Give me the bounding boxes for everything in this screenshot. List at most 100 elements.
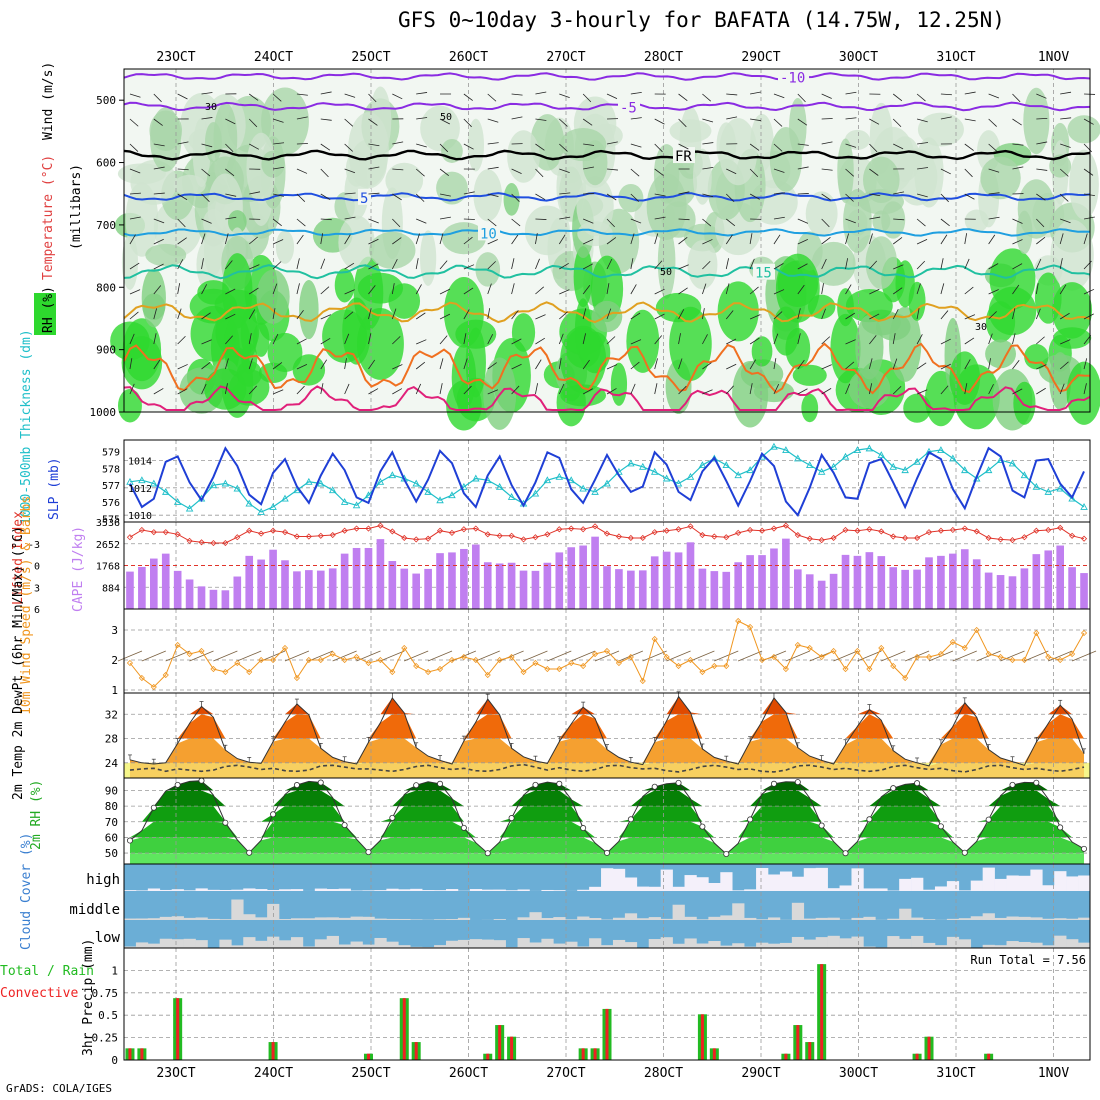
wind-barb [583, 192, 595, 195]
temperature-contour [123, 228, 1091, 237]
wind-barb [344, 383, 350, 395]
cape-ytick-label: 884 [102, 583, 120, 594]
cloud-clear-bar [732, 890, 745, 891]
wind-barb [511, 338, 522, 345]
wind-barb [129, 234, 136, 245]
wind-barb [344, 216, 356, 220]
thickness-point [627, 459, 635, 467]
wind-barb [916, 334, 923, 345]
wind-barb [272, 218, 282, 227]
wind-speed-point [222, 668, 229, 676]
thickness-point [472, 474, 480, 482]
wind-barb [797, 388, 808, 395]
wind-barb [821, 237, 831, 245]
cloud-clear-bar [768, 917, 781, 920]
wind-barb [702, 93, 712, 102]
cloud-clear-bar [624, 913, 638, 920]
wind-barb [702, 193, 714, 198]
cloud-clear-bar [362, 916, 375, 920]
wind-speed-point [496, 656, 503, 664]
wind-speed-point [985, 650, 992, 658]
cloud-clear-bar [768, 874, 781, 891]
cloud-clear-bar [1030, 869, 1043, 891]
wind-barb [415, 193, 425, 202]
cloud-clear-bar [899, 908, 912, 920]
rh-blob [805, 191, 838, 237]
wind-barb [153, 192, 165, 195]
wind-speed-point [615, 659, 622, 667]
wind-barb [606, 93, 618, 100]
cloud-clear-bar [994, 878, 1007, 891]
lifted-index-point [401, 534, 408, 542]
wind-barb [368, 333, 372, 345]
wind-barb [1059, 193, 1069, 202]
wind-barb [439, 335, 448, 345]
cloud-clear-bar [457, 939, 471, 948]
wind-barb [773, 263, 784, 270]
lifted-index-point [1080, 535, 1088, 542]
wind-barb [320, 218, 332, 221]
rh2m-point [484, 850, 491, 857]
lifted-index-point [842, 526, 849, 534]
wind-barb [988, 333, 993, 345]
cape-bar [531, 570, 540, 609]
wind-speed-point [317, 656, 324, 664]
rh-blob [1013, 381, 1036, 425]
thickness-point [1020, 471, 1029, 479]
wind-barb [916, 389, 928, 395]
wind-barb [1036, 336, 1045, 345]
rh2m-point [126, 837, 133, 844]
slp-series-line [129, 446, 1085, 518]
thickness-point [794, 454, 802, 462]
cloud-clear-bar [720, 945, 733, 948]
cloud-clear-bar [183, 890, 196, 891]
cloud-clear-bar [684, 875, 697, 891]
cape-bar [257, 559, 265, 609]
cloud-clear-bar [1030, 942, 1043, 948]
wind-barb [153, 388, 164, 395]
precip-convective-bar [414, 1042, 418, 1060]
wind-barb [964, 286, 974, 295]
wind-speed-point [448, 656, 456, 664]
cloud-clear-bar [529, 912, 542, 920]
wind-barb [320, 233, 324, 245]
wind-barb [583, 143, 595, 146]
cloud-clear-bar [1066, 876, 1079, 891]
cape-bar [662, 551, 671, 609]
wind-speed-point [520, 668, 527, 676]
wind-barb [368, 388, 379, 395]
rh2m-point [1057, 824, 1064, 831]
cloud-clear-bar [124, 890, 137, 891]
precip-convective-label: Convective [0, 986, 78, 1001]
wind-barb [535, 233, 538, 245]
cloud-clear-bar [577, 916, 590, 920]
rh-blob [792, 364, 827, 386]
cape-bar [269, 549, 277, 609]
wind-speed-point [1057, 656, 1064, 664]
rh2m-point [747, 816, 754, 823]
wind-barb [487, 193, 499, 197]
rh-blob [1049, 154, 1072, 178]
lifted-index-point [305, 533, 312, 540]
wind-barb [940, 193, 949, 203]
wind-speed-point [890, 662, 897, 670]
wind-barb [868, 358, 873, 370]
wind-barb [726, 218, 736, 227]
wind-barb [273, 142, 285, 145]
dewpoint-series-line [129, 763, 1085, 773]
rh-contour-label: 30 [205, 102, 217, 113]
wind-speed-point [174, 641, 181, 649]
cloud-clear-bar [517, 917, 530, 920]
wind-barb [678, 385, 687, 395]
rh-blob [261, 150, 285, 178]
wind-barb [797, 263, 808, 270]
wind-barb [1012, 360, 1020, 370]
thickness-point [889, 462, 897, 470]
wind-speed-point [210, 665, 217, 673]
wind-barb [463, 218, 475, 220]
wind-barb [654, 313, 665, 320]
rh2m-point [508, 815, 515, 822]
cape-bar [448, 552, 456, 609]
thickness-point [352, 501, 361, 509]
wind-barb [535, 286, 545, 295]
